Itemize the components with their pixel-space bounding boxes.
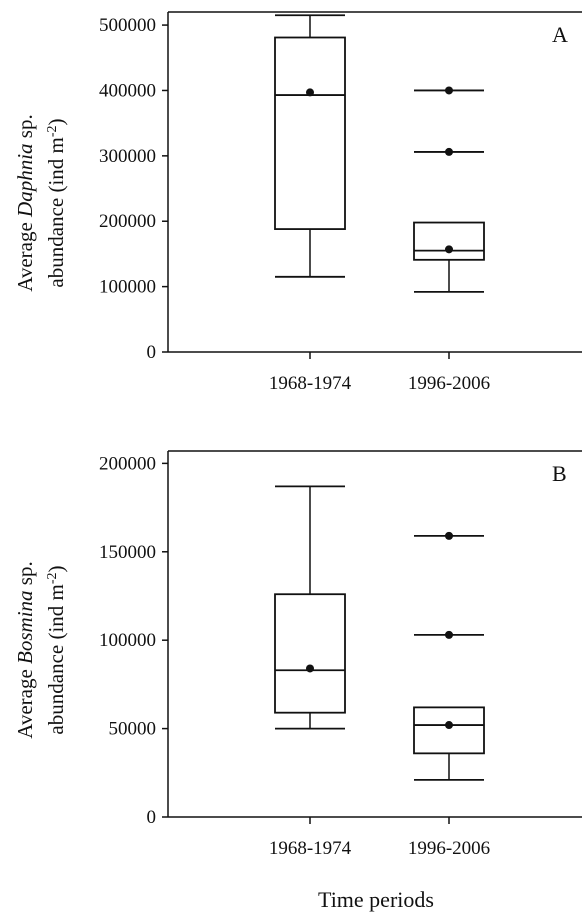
x-category-label: 1996-2006: [408, 373, 490, 394]
x-axis-title: Time periods: [318, 887, 434, 912]
outlier-point: [445, 630, 453, 639]
y-tick-label: 50000: [109, 719, 157, 740]
outlier-point: [445, 147, 453, 156]
y-tick-label: 150000: [99, 542, 156, 563]
y-tick-label: 0: [147, 807, 157, 828]
box-group: [274, 14, 346, 278]
x-category-label: 1968-1974: [269, 373, 352, 394]
y-tick-label: 100000: [99, 277, 156, 298]
y-tick-label: 200000: [99, 453, 156, 474]
panel-b-ylabel-line1: Average Bosmina sp.: [13, 561, 37, 739]
x-category-label: 1968-1974: [269, 838, 352, 859]
box-group: [274, 485, 346, 730]
y-tick-label: 400000: [99, 80, 156, 101]
y-tick-label: 500000: [99, 15, 156, 36]
y-tick-label: 200000: [99, 211, 156, 232]
panel-a-letter: A: [552, 22, 568, 47]
y-tick-label: 100000: [99, 630, 156, 651]
mean-point: [445, 245, 453, 254]
mean-point: [445, 721, 453, 730]
panel-a: 0 100000 200000 300000 400000 500000 1968-197…: [13, 11, 582, 394]
panel-b: 0 50000 100000 150000 200000 1968-1974 1996-2…: [13, 450, 582, 859]
box-group: [413, 86, 485, 293]
y-tick-label: 0: [147, 342, 157, 363]
outlier-point: [445, 86, 453, 95]
mean-point: [306, 664, 314, 673]
outlier-point: [445, 531, 453, 540]
box-group: [413, 531, 485, 781]
panel-a-ylabel-line2: abundance (ind m-2): [44, 118, 68, 287]
y-tick-label: 300000: [99, 146, 156, 167]
box-iqr: [274, 36, 346, 230]
panel-b-ylabel-line2: abundance (ind m-2): [44, 565, 68, 734]
x-category-label: 1996-2006: [408, 838, 490, 859]
panel-b-letter: B: [552, 461, 567, 486]
panel-a-ylabel-line1: Average Daphnia sp.: [13, 114, 37, 292]
mean-point: [306, 88, 314, 97]
box-iqr: [274, 593, 346, 714]
box-iqr: [413, 706, 485, 755]
box-iqr: [413, 221, 485, 261]
